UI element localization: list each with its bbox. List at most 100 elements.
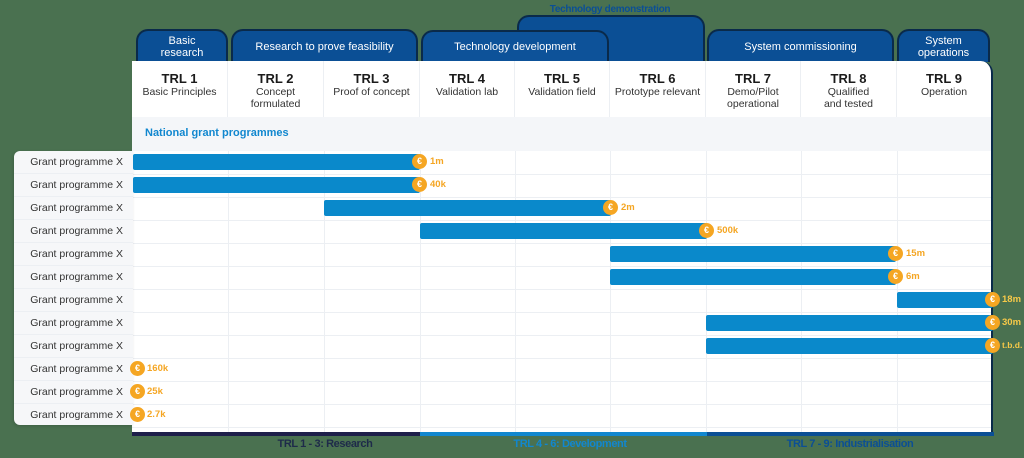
grid-line	[324, 151, 325, 433]
grant-bar[interactable]	[324, 200, 611, 216]
phase-label-research: TRL 1 - 3: Research	[277, 438, 373, 450]
row-label: Grant programme X	[14, 312, 133, 335]
tab-research-feasibility: Research to prove feasibility	[231, 29, 418, 62]
euro-coin-icon: €	[888, 269, 903, 284]
grid-line	[132, 174, 991, 175]
tab-technology-demonstration-label: Technology demonstration	[549, 4, 671, 15]
tab-system-commissioning: System commissioning	[707, 29, 894, 62]
trl-title: TRL 6	[639, 71, 676, 86]
grid-line	[132, 266, 991, 267]
grid-line	[132, 335, 991, 336]
grid-line	[132, 404, 991, 405]
trl-title: TRL 3	[353, 71, 390, 86]
grant-amount: 30m	[1002, 317, 1022, 328]
phase-bar-development	[420, 432, 707, 436]
trl-subtitle: Prototype relevant	[614, 86, 701, 98]
trl-subtitle: Proof of concept	[333, 86, 410, 98]
trl-title: TRL 5	[544, 71, 580, 86]
trl-subtitle: Demo/Pilot operational	[727, 86, 779, 110]
trl-column-header: TRL 5 Validation field	[515, 61, 610, 117]
trl-title: TRL 7	[735, 71, 771, 86]
grant-amount: 25k	[147, 386, 163, 397]
euro-coin-icon: €	[888, 246, 903, 261]
trl-subtitle: Basic Principles	[142, 86, 217, 98]
euro-coin-icon: €	[130, 361, 145, 376]
euro-coin-icon: €	[699, 223, 714, 238]
section-title: National grant programmes	[132, 117, 991, 151]
grant-bar[interactable]	[610, 246, 896, 262]
grid-line	[132, 289, 991, 290]
grant-amount: 6m	[906, 271, 920, 282]
phase-label-development: TRL 4 - 6: Development	[513, 438, 627, 450]
grant-amount: 15m	[906, 248, 926, 259]
grant-bar[interactable]	[706, 315, 993, 331]
phase-label-industrialisation: TRL 7 - 9: Industrialisation	[786, 438, 914, 450]
trl-subtitle: Operation	[920, 86, 968, 98]
grant-amount: 160k	[147, 363, 169, 374]
trl-column-header: TRL 7 Demo/Pilot operational	[706, 61, 801, 117]
grid-line	[515, 151, 516, 433]
grid-line	[610, 151, 611, 433]
grant-amount: 18m	[1002, 294, 1022, 305]
row-labels-panel: Grant programme X Grant programme X Gran…	[14, 151, 133, 425]
grant-bar[interactable]	[133, 177, 420, 193]
phase-bar-research	[132, 432, 420, 436]
grid-line	[132, 427, 991, 428]
trl-column-header: TRL 8 Qualified and tested	[801, 61, 897, 117]
trl-subtitle: Validation field	[528, 86, 596, 98]
row-label: Grant programme X	[14, 243, 133, 266]
trl-column-header: TRL 9 Operation	[897, 61, 991, 117]
trl-column-header: TRL 3 Proof of concept	[324, 61, 420, 117]
trl-column-header: TRL 1 Basic Principles	[132, 61, 228, 117]
phase-bar-industrialisation	[707, 432, 994, 436]
trl-subtitle: Qualified and tested	[823, 86, 874, 110]
grant-amount: 500k	[717, 225, 739, 236]
grid-line	[801, 151, 802, 433]
trl-title: TRL 2	[257, 71, 294, 86]
grant-amount: t.b.d.	[1002, 340, 1023, 350]
grid-line	[132, 197, 991, 198]
euro-coin-icon: €	[985, 338, 1000, 353]
grant-amount: 40k	[430, 179, 446, 190]
row-label: Grant programme X	[14, 289, 133, 312]
grid-line	[132, 381, 991, 382]
row-label: Grant programme X	[14, 335, 133, 358]
row-label: Grant programme X	[14, 174, 133, 197]
trl-subtitle: Validation lab	[435, 86, 499, 98]
grid-line	[132, 358, 991, 359]
euro-coin-icon: €	[412, 154, 427, 169]
trl-column-header: TRL 6 Prototype relevant	[610, 61, 706, 117]
row-label: Grant programme X	[14, 381, 133, 404]
grid-line	[132, 220, 991, 221]
trl-title: TRL 4	[449, 71, 485, 86]
tab-system-operations: System operations	[897, 29, 990, 62]
row-label: Grant programme X	[14, 358, 133, 381]
grid-line	[228, 151, 229, 433]
trl-title: TRL 8	[830, 71, 867, 86]
grid-line	[132, 243, 991, 244]
tab-basic-research: Basic research	[136, 29, 228, 62]
euro-coin-icon: €	[130, 407, 145, 422]
grant-bar[interactable]	[706, 338, 993, 354]
grid-line	[420, 151, 421, 433]
row-label: Grant programme X	[14, 151, 133, 174]
grant-bar[interactable]	[610, 269, 896, 285]
grant-amount: 2m	[621, 202, 635, 213]
row-label: Grant programme X	[30, 409, 123, 421]
row-label: Grant programme X	[14, 266, 133, 289]
grant-bar[interactable]	[133, 154, 420, 170]
row-label: Grant programme X	[14, 220, 133, 243]
trl-column-header: TRL 4 Validation lab	[420, 61, 515, 117]
grant-bar[interactable]	[897, 292, 993, 308]
grid-line	[706, 151, 707, 433]
euro-coin-icon: €	[985, 315, 1000, 330]
grant-amount: 1m	[430, 156, 444, 167]
grant-bar[interactable]	[420, 223, 707, 239]
trl-subtitle: Concept formulated	[250, 86, 301, 110]
trl-title: TRL 1	[161, 71, 198, 86]
euro-coin-icon: €	[412, 177, 427, 192]
euro-coin-icon: €	[130, 384, 145, 399]
euro-coin-icon: €	[603, 200, 618, 215]
grant-amount: 2.7k	[147, 409, 166, 420]
euro-coin-icon: €	[985, 292, 1000, 307]
